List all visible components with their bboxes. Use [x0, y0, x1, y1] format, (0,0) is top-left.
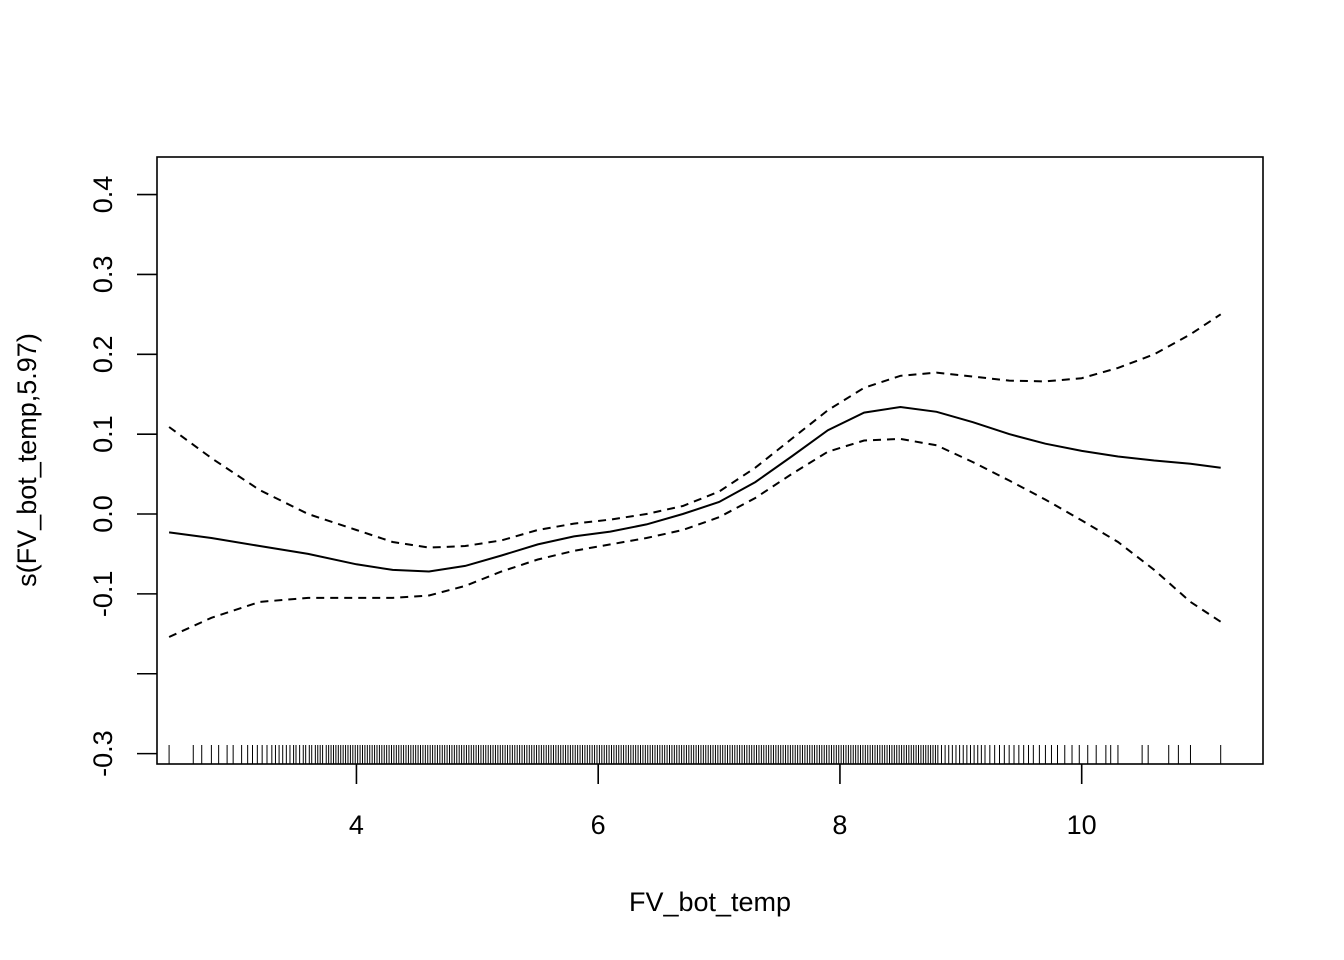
y-tick-label: 0.3	[88, 256, 118, 294]
x-tick-label: 4	[349, 810, 364, 840]
rug-marks	[168, 745, 1222, 764]
confidence-band-line-1	[168, 313, 1222, 549]
x-tick-label: 8	[832, 810, 847, 840]
x-tick-label: 10	[1067, 810, 1097, 840]
y-tick-label: 0.4	[88, 176, 118, 214]
smooth-estimate-line	[168, 405, 1221, 573]
y-tick-label: 0.1	[88, 415, 118, 453]
confidence-band-line-2	[168, 437, 1222, 638]
x-tick-label: 6	[591, 810, 606, 840]
y-tick-label: 0.0	[88, 495, 118, 533]
x-axis-label: FV_bot_temp	[629, 887, 791, 917]
y-tick-label: -0.1	[88, 571, 118, 618]
y-axis: -0.3 -0.1 0.0 0.1 0.2 0.3 0.4	[88, 176, 157, 777]
series-layer	[168, 313, 1222, 638]
plot-frame	[156, 156, 1264, 765]
y-tick-label: 0.2	[88, 336, 118, 374]
y-tick-label: -0.3	[88, 730, 118, 777]
x-axis: 4 6 8 10	[349, 764, 1097, 840]
y-axis-label: s(FV_bot_temp,5.97)	[12, 333, 42, 587]
